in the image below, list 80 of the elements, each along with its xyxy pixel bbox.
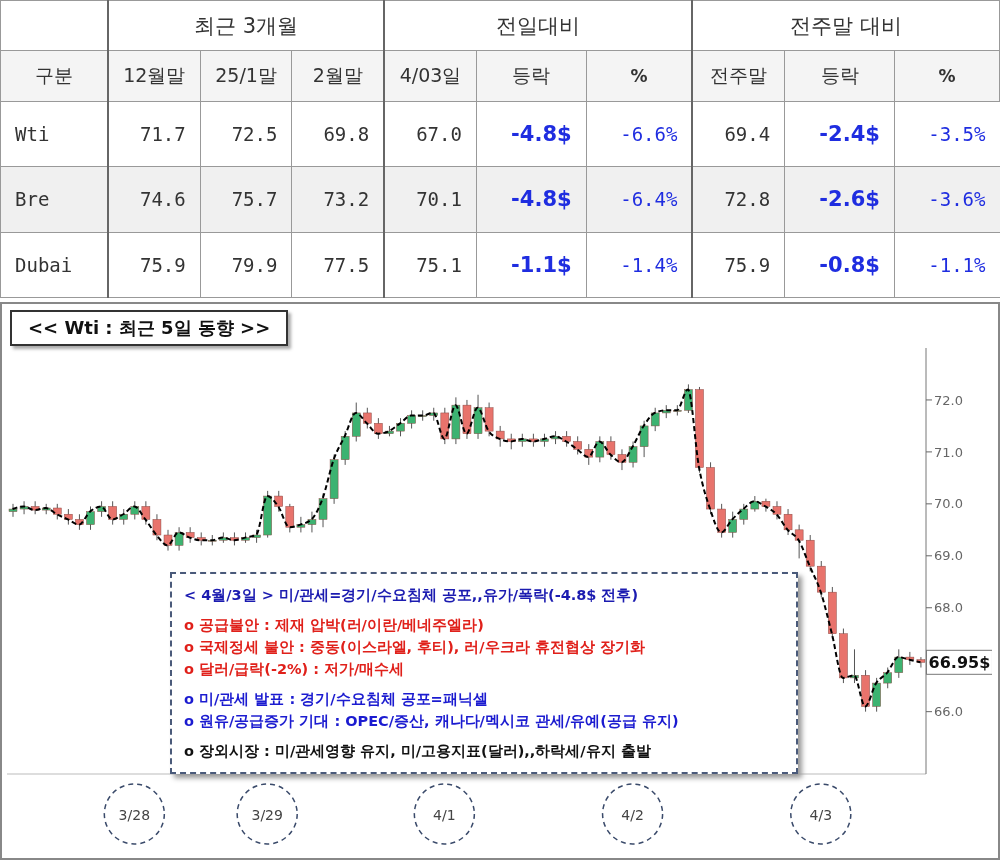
text: 등락 xyxy=(476,50,587,102)
y-tick-label: 70.0 xyxy=(934,496,963,512)
text: -1.1$ xyxy=(476,232,587,298)
text: -1.1% xyxy=(894,232,1000,298)
text: 66.95$ xyxy=(928,653,991,673)
annotation: o 장외시장 : 미/관세영향 유지, 미/고용지표(달러),,하락세/유지 출발 xyxy=(184,742,652,761)
x-tick-label: 4/3 xyxy=(809,807,833,823)
candlestick xyxy=(407,409,416,430)
candlestick xyxy=(374,417,383,440)
candlestick xyxy=(595,435,605,463)
text: 75.9 xyxy=(692,232,785,298)
annotation: o 원유/공급증가 기대 : OPEC/증산, 캐나다/멕시코 관세/유예(공급 유지) xyxy=(184,712,680,731)
annotation: o 미/관세 발표 : 경기/수요침체 공포=패닉셀 xyxy=(184,690,489,709)
text: 77.5 xyxy=(291,232,385,298)
x-tick-label: 3/28 xyxy=(118,807,151,823)
text: 74.6 xyxy=(108,166,201,233)
annotation: < 4월/3일 > 미/관세=경기/수요침체 공포,,유가/폭락(-4.8$ 전후) xyxy=(184,586,640,605)
text: -3.5% xyxy=(894,101,1000,167)
annotation: o 국제정세 불안 : 중동(이스라엘, 후티), 러/우크라 휴전협상 장기화 xyxy=(184,638,646,657)
candlestick xyxy=(728,511,737,539)
text: -2.4$ xyxy=(784,101,895,167)
text: Wti xyxy=(0,101,108,167)
text: Bre xyxy=(0,166,108,233)
text: 구분 xyxy=(0,50,108,102)
text: 70.1 xyxy=(384,166,477,233)
text: 전주말 대비 xyxy=(692,0,1000,51)
text: -1.4% xyxy=(586,232,693,298)
text: % xyxy=(894,50,1000,102)
x-tick-label: 4/1 xyxy=(433,807,456,823)
text: 72.5 xyxy=(200,101,292,167)
text: -3.6% xyxy=(894,166,1000,233)
text: -2.6$ xyxy=(784,166,895,233)
y-tick-label: 68.0 xyxy=(934,600,963,616)
text: 73.2 xyxy=(291,166,385,233)
text: 등락 xyxy=(784,50,895,102)
text: -6.6% xyxy=(586,101,693,167)
candlestick xyxy=(363,407,372,430)
y-tick-label: 66.0 xyxy=(934,704,963,720)
candlestick xyxy=(717,503,726,539)
candlestick xyxy=(739,503,749,526)
text: 전주말 xyxy=(692,50,785,102)
text: 75.7 xyxy=(200,166,292,233)
text: Dubai xyxy=(0,232,108,298)
candlestick xyxy=(274,490,283,513)
x-tick-label: 3/29 xyxy=(251,807,283,823)
text: 75.9 xyxy=(108,232,201,298)
y-tick-label: 72.0 xyxy=(934,392,963,408)
candlestick xyxy=(894,648,904,679)
candlestick xyxy=(340,430,350,466)
annotation: o 달러/급락(-2%) : 저가/매수세 xyxy=(184,660,406,679)
text: 75.1 xyxy=(384,232,477,298)
text: 71.7 xyxy=(108,101,201,167)
candlestick xyxy=(396,417,405,437)
candlestick xyxy=(573,435,582,455)
text: 69.8 xyxy=(291,101,385,167)
chart-title: << Wti : 최근 5일 동향 >> xyxy=(10,310,289,346)
text: -6.4% xyxy=(586,166,693,233)
text: 25/1말 xyxy=(200,50,292,102)
y-tick-label: 71.0 xyxy=(934,444,963,460)
text: 2월말 xyxy=(291,50,385,102)
text: % xyxy=(586,50,693,102)
candlestick xyxy=(351,402,361,443)
annotation: o 공급불안 : 제재 압박(러/이란/베네주엘라) xyxy=(184,616,485,635)
text: 최근 3개월 xyxy=(108,0,385,51)
text: 69.4 xyxy=(692,101,785,167)
x-tick-label: 4/2 xyxy=(621,807,644,823)
text: 12월말 xyxy=(108,50,201,102)
candlestick xyxy=(108,500,117,526)
text: -0.8$ xyxy=(784,232,895,298)
text: 79.9 xyxy=(200,232,292,298)
text: 4/03일 xyxy=(384,50,477,102)
text: 전일대비 xyxy=(384,0,693,51)
candlestick xyxy=(650,407,660,432)
text: -4.8$ xyxy=(476,166,587,233)
text: -4.8$ xyxy=(476,101,587,167)
text: 67.0 xyxy=(384,101,477,167)
y-tick-label: 69.0 xyxy=(934,548,963,564)
candlestick xyxy=(285,503,295,533)
text: 72.8 xyxy=(692,166,785,233)
candlestick xyxy=(872,677,881,713)
